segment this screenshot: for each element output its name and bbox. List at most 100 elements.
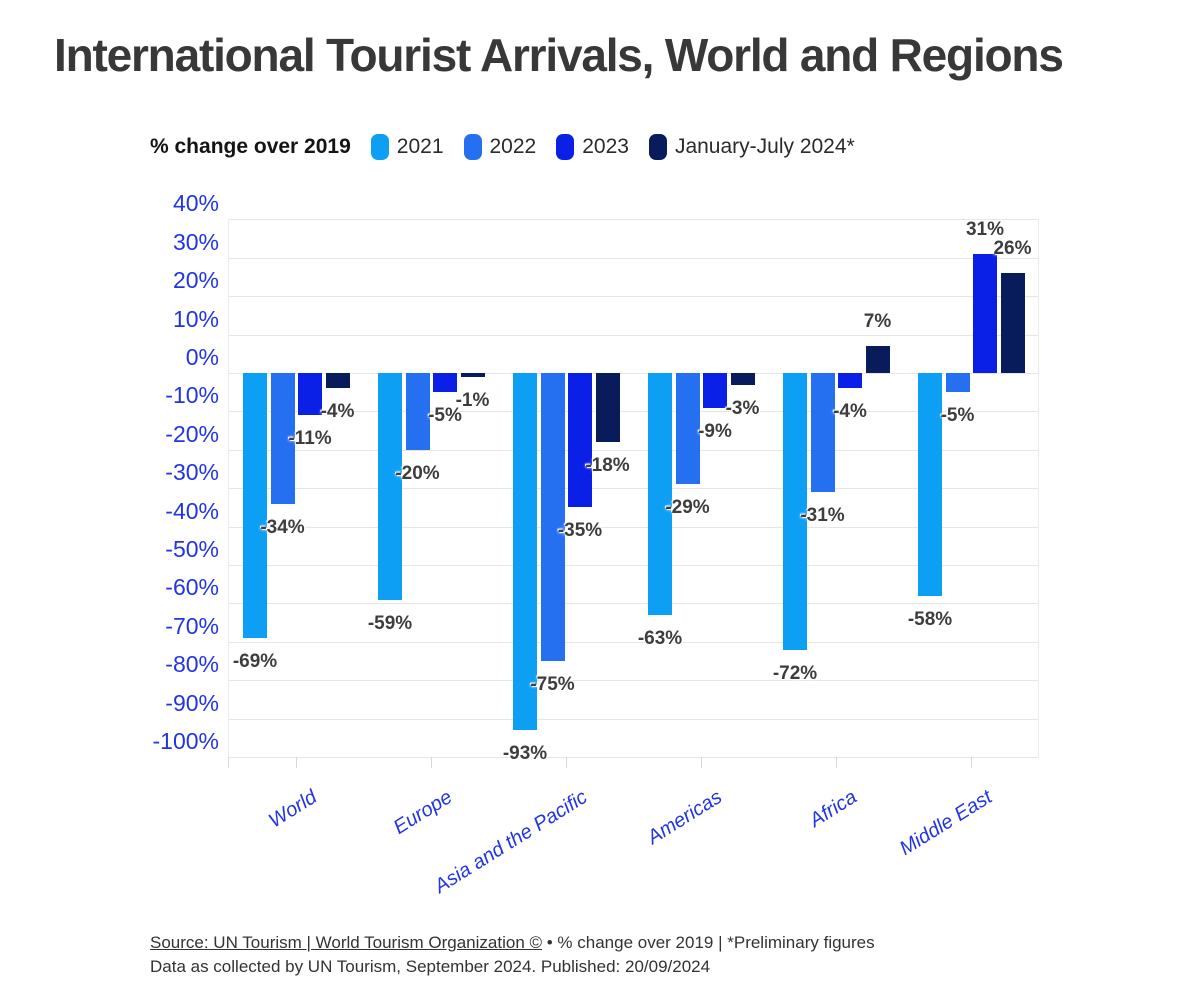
legend-item-2022: 2022	[463, 134, 536, 160]
plot-left-border	[228, 219, 229, 757]
bar-world-2022	[270, 373, 295, 504]
bar-americas-january-july-2024	[730, 373, 755, 385]
bar-value-label: -20%	[395, 462, 440, 484]
bar-middle-east-2023	[973, 254, 997, 373]
bar-value-label: -72%	[772, 662, 818, 684]
gridline	[228, 680, 1038, 682]
bar-value-label: -31%	[800, 505, 845, 526]
bar-europe-2021	[378, 373, 402, 600]
legend-item-2021: 2021	[370, 134, 444, 160]
axis-tick	[565, 757, 567, 768]
plot-right-border	[1038, 219, 1039, 757]
gridline	[228, 449, 1038, 451]
bar-value-label: -3%	[725, 397, 760, 419]
bar-world-2021	[243, 373, 267, 638]
gridline	[228, 334, 1038, 336]
bar-europe-2023	[433, 373, 457, 393]
bar-value-label: -4%	[320, 401, 355, 423]
bar-value-label: -1%	[455, 389, 490, 411]
y-axis-label: 0%	[185, 344, 219, 370]
bar-asia-and-the-pacific-january-july-2024	[595, 373, 620, 443]
gridline	[228, 373, 1038, 374]
x-axis-label-middle-east: Middle East	[895, 786, 997, 861]
bar-value-label: -29%	[665, 497, 710, 519]
legend-item-january-july-2024: January-July 2024*	[648, 134, 855, 160]
legend-swatch-2021	[370, 134, 389, 160]
bar-value-label: -93%	[502, 743, 548, 765]
gridline	[228, 411, 1038, 413]
footer-notes: • % change over 2019 | *Preliminary figu…	[542, 933, 875, 952]
bar-value-label: -75%	[530, 674, 575, 695]
y-axis-label: 10%	[172, 305, 219, 332]
legend-swatch-january-july-2024	[648, 134, 667, 160]
bar-europe-2022	[405, 373, 430, 450]
y-axis-label: -70%	[165, 612, 219, 639]
bar-value-label: 7%	[863, 311, 892, 333]
axis-tick	[295, 757, 297, 768]
bar-value-label: -18%	[585, 455, 630, 477]
bar-value-label: -5%	[428, 405, 462, 427]
legend-item-label: 2021	[396, 135, 444, 158]
bar-middle-east-2021	[918, 373, 942, 596]
bar-value-label: 31%	[965, 219, 1005, 240]
bar-americas-2023	[703, 373, 727, 408]
bar-middle-east-2022	[945, 373, 970, 393]
gridline	[228, 757, 1038, 758]
y-axis-label: -30%	[165, 459, 219, 486]
gridline	[228, 526, 1038, 528]
source-link[interactable]: Source: UN Tourism | World Tourism Organ…	[150, 933, 543, 952]
bar-asia-and-the-pacific-2022	[540, 373, 565, 661]
y-axis-label: -10%	[165, 382, 219, 409]
y-axis-label: 30%	[172, 228, 219, 255]
bar-value-label: -11%	[288, 428, 332, 450]
gridline	[228, 257, 1038, 259]
bar-africa-january-july-2024	[865, 346, 890, 373]
legend-item-label: 2023	[582, 135, 629, 158]
y-axis-label: -40%	[165, 497, 219, 524]
bar-europe-january-july-2024	[460, 373, 485, 377]
bar-value-label: -58%	[907, 608, 953, 630]
bar-value-label: -35%	[557, 520, 603, 542]
gridline	[228, 488, 1038, 490]
y-axis-label: -90%	[165, 689, 219, 716]
bar-value-label: -69%	[232, 651, 278, 672]
y-axis-label: -100%	[152, 728, 219, 754]
bar-value-label: -34%	[260, 516, 305, 538]
y-axis-label: -60%	[165, 574, 219, 601]
axis-tick	[835, 757, 837, 768]
legend-item-2023: 2023	[556, 134, 629, 160]
footer-line-2: Data as collected by UN Tourism, Septemb…	[150, 957, 711, 976]
y-axis-label: -50%	[165, 536, 219, 562]
legend-item-label: January-July 2024*	[674, 135, 855, 158]
bar-africa-2023	[838, 373, 862, 389]
legend-swatch-2022	[463, 134, 482, 160]
y-axis-label: 20%	[172, 267, 219, 294]
bar-americas-2022	[675, 373, 700, 485]
bar-world-2023	[298, 373, 322, 416]
bar-africa-2022	[810, 373, 835, 492]
gridline	[228, 219, 1038, 221]
axis-tick	[430, 757, 432, 768]
bar-asia-and-the-pacific-2023	[568, 373, 592, 508]
chart-legend: % change over 2019 2021 2022 2023 January-J…	[150, 132, 855, 162]
gridline	[228, 718, 1038, 720]
legend-swatch-2023	[556, 134, 575, 160]
gridline	[228, 296, 1038, 298]
axis-tick	[228, 757, 229, 768]
bar-americas-2021	[648, 373, 672, 615]
legend-items: 2021 2022 2023 January-July 2024*	[370, 134, 855, 160]
x-axis-label-africa: Africa	[806, 786, 862, 832]
y-axis-label: 40%	[172, 190, 219, 217]
page-title: International Tourist Arrivals, World an…	[54, 29, 1064, 81]
bar-value-label: -63%	[637, 627, 683, 649]
y-axis-label: -80%	[165, 651, 219, 678]
y-axis-label: -20%	[165, 420, 219, 447]
x-axis-label-europe: Europe	[389, 786, 457, 839]
axis-tick	[970, 757, 972, 768]
bar-value-label: 26%	[993, 238, 1032, 260]
bar-asia-and-the-pacific-2021	[513, 373, 537, 731]
bar-value-label: -9%	[698, 420, 732, 442]
x-axis-label-americas: Americas	[643, 786, 727, 849]
